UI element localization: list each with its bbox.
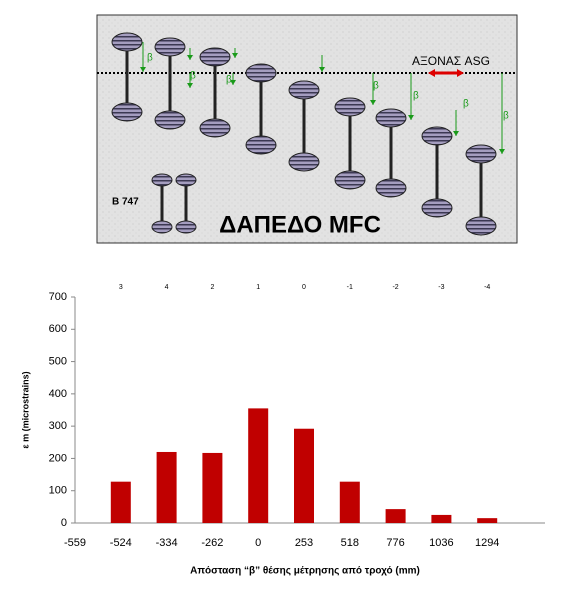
x-tick-label: -262 — [201, 537, 223, 549]
dim-arrow-head — [408, 115, 414, 120]
x-tick-label: 776 — [386, 537, 404, 549]
beta-marker: β — [463, 99, 469, 110]
wheel — [245, 63, 277, 83]
wheel — [465, 216, 497, 236]
arrow-head — [457, 69, 464, 77]
y-tick-label: 0 — [61, 517, 67, 529]
dim-arrow-head — [499, 149, 505, 154]
wheel — [334, 97, 366, 117]
y-tick-label: 200 — [49, 452, 67, 464]
y-tick-label: 600 — [49, 323, 67, 335]
wheel — [111, 102, 143, 122]
dim-arrow-head — [140, 67, 146, 72]
x-tick-label: 1294 — [475, 537, 499, 549]
dim-arrow-head — [187, 83, 193, 88]
dim-arrow-head — [187, 55, 193, 60]
top-tick-label: -2 — [392, 284, 398, 291]
wheel — [151, 173, 173, 187]
axis-label: ΑΞΟΝΑΣ ASG — [412, 54, 490, 68]
y-axis-title: ε m (microstrains) — [20, 371, 30, 448]
dim-arrow-head — [230, 80, 236, 85]
beta-marker: β — [413, 91, 419, 102]
wheel — [175, 173, 197, 187]
arrow-head — [428, 69, 435, 77]
y-tick-label: 400 — [49, 388, 67, 400]
wheel — [334, 170, 366, 190]
top-tick-label: -1 — [347, 284, 353, 291]
wheel — [421, 126, 453, 146]
wheel — [175, 220, 197, 234]
y-tick-label: 500 — [49, 355, 67, 367]
wheel — [111, 32, 143, 52]
y-tick-label: 100 — [49, 485, 67, 497]
wheel — [154, 110, 186, 130]
x-tick-label: -524 — [110, 537, 132, 549]
bar — [110, 481, 131, 523]
wheel — [465, 144, 497, 164]
bar — [294, 428, 314, 523]
wheel — [151, 220, 173, 234]
x-tick-label: -334 — [156, 537, 178, 549]
top-tick-label: 0 — [302, 284, 306, 291]
x-tick-label: -559 — [64, 537, 86, 549]
beta-marker: β — [503, 111, 509, 122]
beta-marker: β — [226, 75, 232, 86]
beta-marker: β — [147, 53, 153, 64]
wheel — [288, 80, 320, 100]
bar — [156, 451, 177, 523]
wheel — [245, 135, 277, 155]
top-tick-label: -3 — [438, 284, 444, 291]
x-tick-label: 518 — [341, 537, 359, 549]
bar — [202, 452, 223, 523]
wheel — [421, 198, 453, 218]
dim-arrow-head — [319, 67, 325, 72]
wheel — [375, 108, 407, 128]
top-tick-label: 1 — [256, 284, 260, 291]
x-tick-label: 1036 — [429, 537, 453, 549]
wheel — [199, 118, 231, 138]
beta-marker: β — [373, 81, 379, 92]
wheel — [288, 152, 320, 172]
aircraft-label: Β 747 — [112, 197, 139, 208]
wheel — [154, 37, 186, 57]
wheel — [199, 47, 231, 67]
beta-marker: β — [190, 71, 196, 82]
dim-arrow-head — [232, 53, 238, 58]
bar — [477, 518, 498, 523]
top-tick-label: -4 — [484, 284, 490, 291]
bar — [431, 514, 452, 523]
x-tick-label: 0 — [255, 537, 261, 549]
y-tick-label: 300 — [49, 420, 67, 432]
floor-title: ΔΑΠΕΔΟ MFC — [219, 211, 381, 238]
dim-arrow-head — [453, 131, 459, 136]
top-tick-label: 2 — [210, 284, 214, 291]
wheel — [375, 178, 407, 198]
bar — [339, 481, 360, 523]
top-tick-label: 4 — [165, 284, 169, 291]
x-tick-label: 253 — [295, 537, 313, 549]
y-tick-label: 700 — [49, 291, 67, 303]
dim-arrow-head — [370, 100, 376, 105]
bar — [385, 509, 406, 523]
x-axis-title: Απόσταση “β” θέσης μέτρησης από τροχό (m… — [190, 566, 420, 577]
top-tick-label: 3 — [119, 284, 123, 291]
wheel-group: β β β β β β β — [111, 32, 509, 236]
bar — [248, 408, 269, 523]
